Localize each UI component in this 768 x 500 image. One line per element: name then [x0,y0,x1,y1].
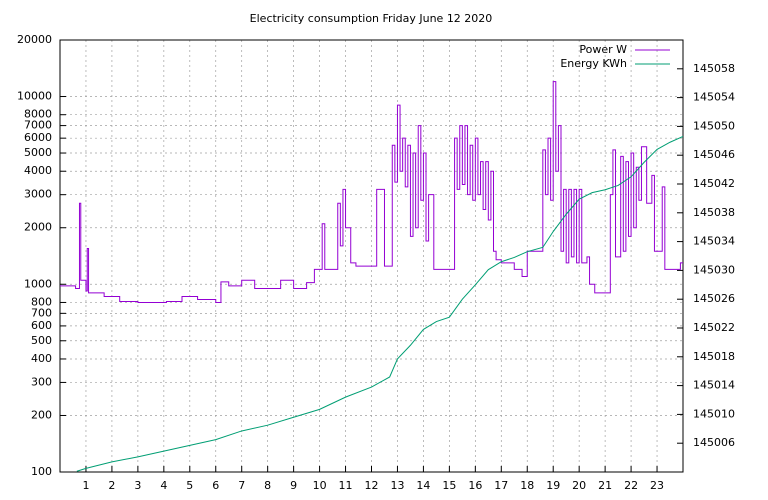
y-tick-label: 7000 [24,119,52,132]
y2-tick-label: 145046 [693,148,735,161]
x-tick-label: 9 [290,479,297,492]
y2-tick-label: 145018 [693,350,735,363]
y-tick-label: 1000 [24,277,52,290]
y2-tick-label: 145058 [693,62,735,75]
y2-tick-label: 145030 [693,263,735,276]
x-tick-label: 18 [520,479,534,492]
legend-label: Power W [579,43,627,56]
y-tick-label: 500 [31,334,52,347]
x-tick-label: 15 [442,479,456,492]
plot-frame [59,39,684,473]
x-tick-label: 5 [186,479,193,492]
y-tick-label: 6000 [24,131,52,144]
y-tick-label: 100 [31,465,52,478]
x-tick-label: 21 [598,479,612,492]
x-tick-label: 20 [572,479,586,492]
x-tick-label: 12 [365,479,379,492]
series-line [76,136,684,472]
series-line [60,81,683,303]
x-tick-label: 6 [212,479,219,492]
x-tick-label: 13 [390,479,404,492]
x-tick-label: 16 [468,479,482,492]
x-tick-label: 23 [650,479,664,492]
y2-tick-label: 145034 [693,235,735,248]
x-tick-label: 22 [624,479,638,492]
x-tick-label: 8 [264,479,271,492]
x-tick-label: 14 [416,479,430,492]
y2-tick-label: 145042 [693,177,735,190]
y2-tick-label: 145038 [693,206,735,219]
x-tick-label: 3 [134,479,141,492]
y-tick-label: 800 [31,295,52,308]
y-tick-label: 400 [31,352,52,365]
chart-title: Electricity consumption Friday June 12 2… [250,12,493,25]
y-tick-label: 3000 [24,188,52,201]
x-tick-label: 10 [313,479,327,492]
y-tick-label: 5000 [24,146,52,159]
x-tick-label: 11 [339,479,353,492]
y2-tick-label: 145022 [693,321,735,334]
x-tick-label: 17 [494,479,508,492]
y2-tick-label: 145054 [693,91,735,104]
y-tick-label: 4000 [24,164,52,177]
x-tick-label: 2 [108,479,115,492]
y-tick-label: 300 [31,375,52,388]
y2-tick-label: 145010 [693,407,735,420]
y2-tick-label: 145014 [693,379,735,392]
legend-label: Energy KWh [560,57,627,70]
y2-tick-label: 145006 [693,436,735,449]
y-tick-label: 8000 [24,108,52,121]
x-tick-label: 1 [82,479,89,492]
y-tick-label: 600 [31,319,52,332]
y2-tick-label: 145026 [693,292,735,305]
y-tick-label: 20000 [17,33,52,46]
y2-tick-label: 145050 [693,119,735,132]
x-tick-label: 7 [238,479,245,492]
x-tick-label: 4 [160,479,167,492]
y-tick-label: 700 [31,306,52,319]
y-tick-label: 2000 [24,221,52,234]
y-tick-label: 10000 [17,90,52,103]
y-tick-label: 200 [31,408,52,421]
x-tick-label: 19 [546,479,560,492]
